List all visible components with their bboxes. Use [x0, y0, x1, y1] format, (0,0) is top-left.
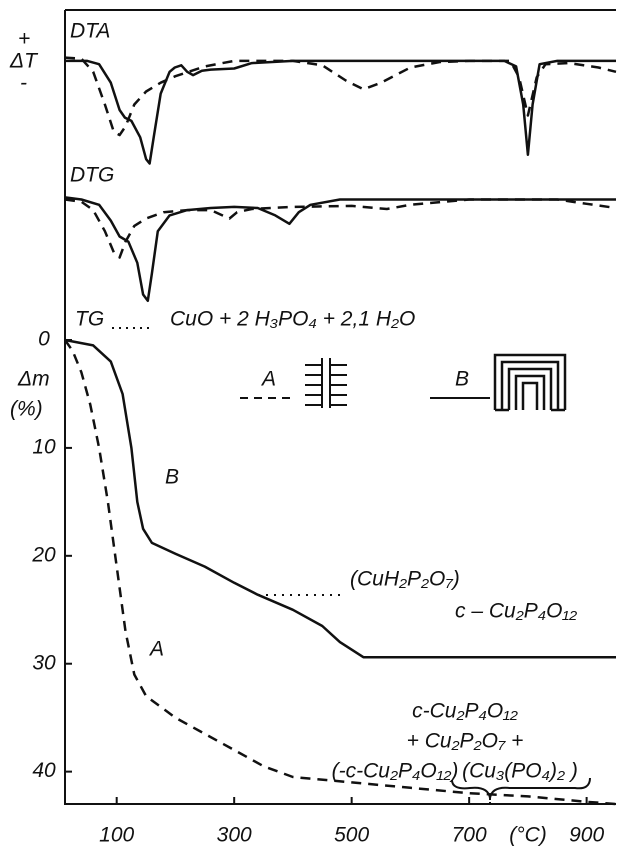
annotation: + Cu₂P₂O₇ +	[407, 730, 524, 753]
formula: CuO + 2 H₃PO₄ + 2,1 H₂O	[170, 308, 415, 331]
legend-icon-a	[305, 358, 347, 408]
annotation: c – Cu₂P₄O₁₂	[455, 600, 577, 623]
curve-label: A	[148, 638, 164, 661]
y-tick-label: 40	[32, 759, 56, 782]
x-tick-label: 700	[452, 824, 487, 847]
dta-y-label: ΔT	[9, 50, 39, 73]
x-tick-label: 900	[569, 824, 604, 847]
annotation: (Cu₃(PO₄)₂ )	[462, 760, 578, 783]
annotation: c-Cu₂P₄O₁₂	[412, 700, 518, 723]
annotation: (-c-Cu₂P₄O₁₂)	[332, 760, 459, 783]
curve	[63, 339, 617, 806]
x-tick-label: 500	[334, 824, 369, 847]
y-tick-label: 0	[38, 328, 50, 351]
y-tick-label: 10	[32, 435, 56, 458]
legend-label: A	[260, 368, 276, 391]
y-unit: (%)	[10, 398, 43, 421]
dta-title: DTA	[70, 20, 110, 43]
brace	[451, 777, 591, 799]
dta-minus: -	[20, 72, 27, 95]
frame	[64, 9, 616, 805]
y-tick-label: 20	[31, 543, 56, 566]
annotation: (CuH₂P₂O₇)	[350, 568, 460, 591]
y-label: Δm	[17, 368, 50, 391]
tg-title: TG	[75, 308, 104, 331]
dta-plus: +	[18, 28, 30, 51]
legend-label: B	[455, 368, 469, 391]
curve	[64, 196, 616, 303]
legend-icon-b	[493, 353, 567, 412]
curve	[64, 198, 617, 259]
y-tick-label: 30	[32, 651, 56, 674]
x-tick-label: 300	[217, 824, 252, 847]
x-unit: (°C)	[509, 824, 547, 847]
x-tick-label: 100	[99, 824, 134, 847]
curve-label: B	[165, 466, 179, 489]
dtg-title: DTG	[70, 164, 114, 187]
curve	[64, 56, 617, 137]
curve	[64, 338, 616, 659]
